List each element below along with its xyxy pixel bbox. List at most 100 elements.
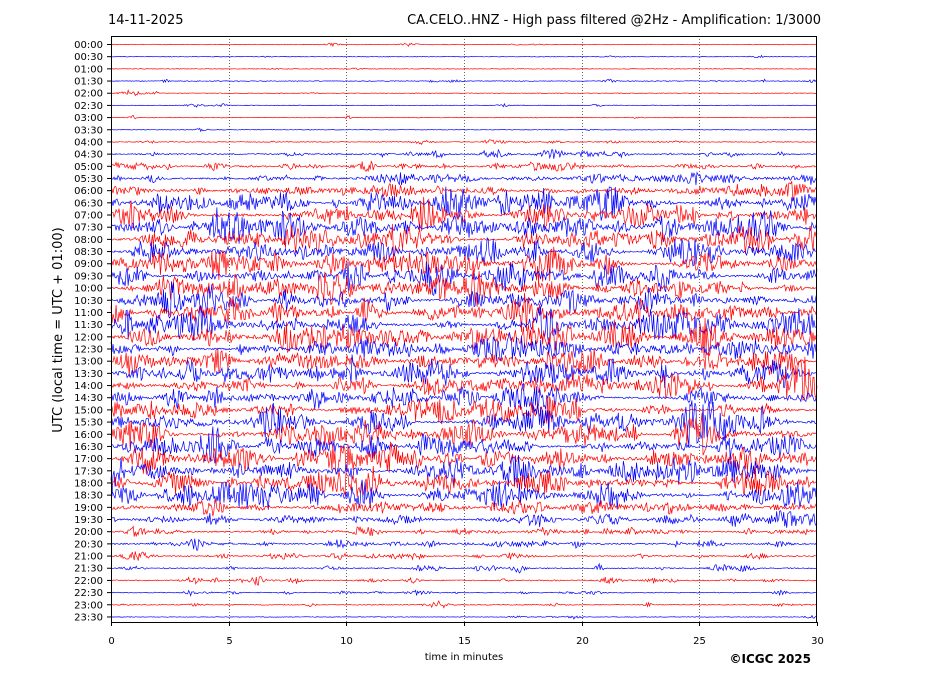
row-time-label: 20:00 <box>74 527 103 538</box>
row-time-label: 04:00 <box>74 137 103 148</box>
trace-row-0400 <box>110 139 818 146</box>
row-time-label: 13:30 <box>74 369 103 380</box>
row-time-label: 01:30 <box>74 77 103 88</box>
trace-row-2000 <box>110 525 818 537</box>
trace-row-0630 <box>110 186 818 221</box>
chart-date: 14-11-2025 <box>108 13 184 28</box>
row-time-label: 11:00 <box>74 308 103 319</box>
trace-row-0200 <box>110 89 818 97</box>
trace-row-1830 <box>110 479 818 510</box>
row-time-label: 01:00 <box>74 64 103 75</box>
trace-row-0130 <box>110 78 818 84</box>
copyright: ©ICGC 2025 <box>729 652 811 666</box>
row-time-label: 10:30 <box>74 296 103 307</box>
trace-row-0330 <box>110 127 818 133</box>
x-tick-label: 0 <box>108 636 114 647</box>
row-time-label: 05:00 <box>74 162 103 173</box>
row-time-label: 22:30 <box>74 588 103 599</box>
row-time-label: 18:30 <box>74 491 103 502</box>
trace-row-1330 <box>110 354 818 389</box>
row-time-label: 07:30 <box>74 223 103 234</box>
x-tick-label: 15 <box>458 636 471 647</box>
x-tick-label: 10 <box>340 636 353 647</box>
row-time-label: 13:00 <box>74 357 103 368</box>
trace-row-1500 <box>110 395 818 425</box>
trace-row-0300 <box>110 115 818 120</box>
trace-row-1200 <box>110 318 818 359</box>
row-time-label: 16:00 <box>74 430 103 441</box>
row-time-label: 23:30 <box>74 612 103 623</box>
row-time-label: 12:30 <box>74 345 103 356</box>
row-time-label: 00:00 <box>74 40 103 51</box>
trace-row-2200 <box>110 576 818 586</box>
row-time-label: 05:30 <box>74 174 103 185</box>
row-time-label: 19:30 <box>74 515 103 526</box>
plot-frame <box>111 36 817 623</box>
row-time-label: 00:30 <box>74 52 103 63</box>
trace-row-1930 <box>110 510 818 528</box>
row-time-label: 14:30 <box>74 393 103 404</box>
trace-row-1300 <box>110 348 818 377</box>
trace-row-2230 <box>110 589 818 597</box>
row-time-label: 15:00 <box>74 405 103 416</box>
row-time-label: 02:30 <box>74 101 103 112</box>
x-tick-label: 25 <box>693 636 706 647</box>
row-time-label: 14:00 <box>74 381 103 392</box>
trace-row-0030 <box>110 54 818 59</box>
trace-row-0430 <box>110 148 818 160</box>
trace-row-1030 <box>110 281 818 319</box>
y-axis-label: UTC (local time = UTC + 01:00) <box>51 227 66 432</box>
row-time-label: 06:00 <box>74 186 103 197</box>
x-tick-label: 5 <box>226 636 232 647</box>
trace-row-2330 <box>110 614 818 620</box>
row-time-label: 03:30 <box>74 125 103 136</box>
trace-row-0530 <box>110 171 818 186</box>
row-time-label: 03:00 <box>74 113 103 124</box>
trace-row-2100 <box>110 551 818 561</box>
row-time-label: 04:30 <box>74 150 103 161</box>
row-time-label: 08:00 <box>74 235 103 246</box>
trace-row-0830 <box>110 236 818 267</box>
row-time-label: 18:00 <box>74 478 103 489</box>
trace-row-0100 <box>110 67 818 70</box>
trace-row-0900 <box>110 246 818 284</box>
row-time-label: 15:30 <box>74 418 103 429</box>
row-time-label: 21:30 <box>74 564 103 575</box>
trace-row-0600 <box>110 181 818 202</box>
row-time-label: 17:30 <box>74 466 103 477</box>
trace-row-0000 <box>110 42 818 48</box>
row-time-label: 09:00 <box>74 259 103 270</box>
x-axis-label: time in minutes <box>425 652 504 663</box>
chart-title: CA.CELO..HNZ - High pass filtered @2Hz -… <box>407 13 821 28</box>
trace-row-1000 <box>110 270 818 307</box>
trace-row-0800 <box>110 223 818 257</box>
x-tick-label: 20 <box>576 636 589 647</box>
x-tick-label: 30 <box>811 636 824 647</box>
trace-row-1700 <box>110 441 818 475</box>
trace-row-1630 <box>110 426 818 464</box>
row-time-label: 10:00 <box>74 284 103 295</box>
trace-row-0730 <box>110 207 818 246</box>
row-time-label: 11:30 <box>74 320 103 331</box>
trace-row-2300 <box>110 600 818 609</box>
trace-row-0230 <box>110 102 818 108</box>
seismic-traces <box>110 42 818 620</box>
row-time-label: 09:30 <box>74 271 103 282</box>
row-time-label: 21:00 <box>74 552 103 563</box>
trace-row-1430 <box>110 382 818 410</box>
row-time-label: 23:00 <box>74 600 103 611</box>
row-time-label: 16:30 <box>74 442 103 453</box>
row-time-label: 12:00 <box>74 332 103 343</box>
row-time-label: 17:00 <box>74 454 103 465</box>
row-time-label: 07:00 <box>74 211 103 222</box>
trace-row-1230 <box>110 332 818 362</box>
row-time-label: 08:30 <box>74 247 103 258</box>
row-time-label: 02:00 <box>74 89 103 100</box>
row-time-label: 20:30 <box>74 539 103 550</box>
row-time-label: 06:30 <box>74 198 103 209</box>
trace-row-1130 <box>110 305 818 345</box>
trace-row-1900 <box>110 498 818 517</box>
row-time-label: 22:00 <box>74 576 103 587</box>
